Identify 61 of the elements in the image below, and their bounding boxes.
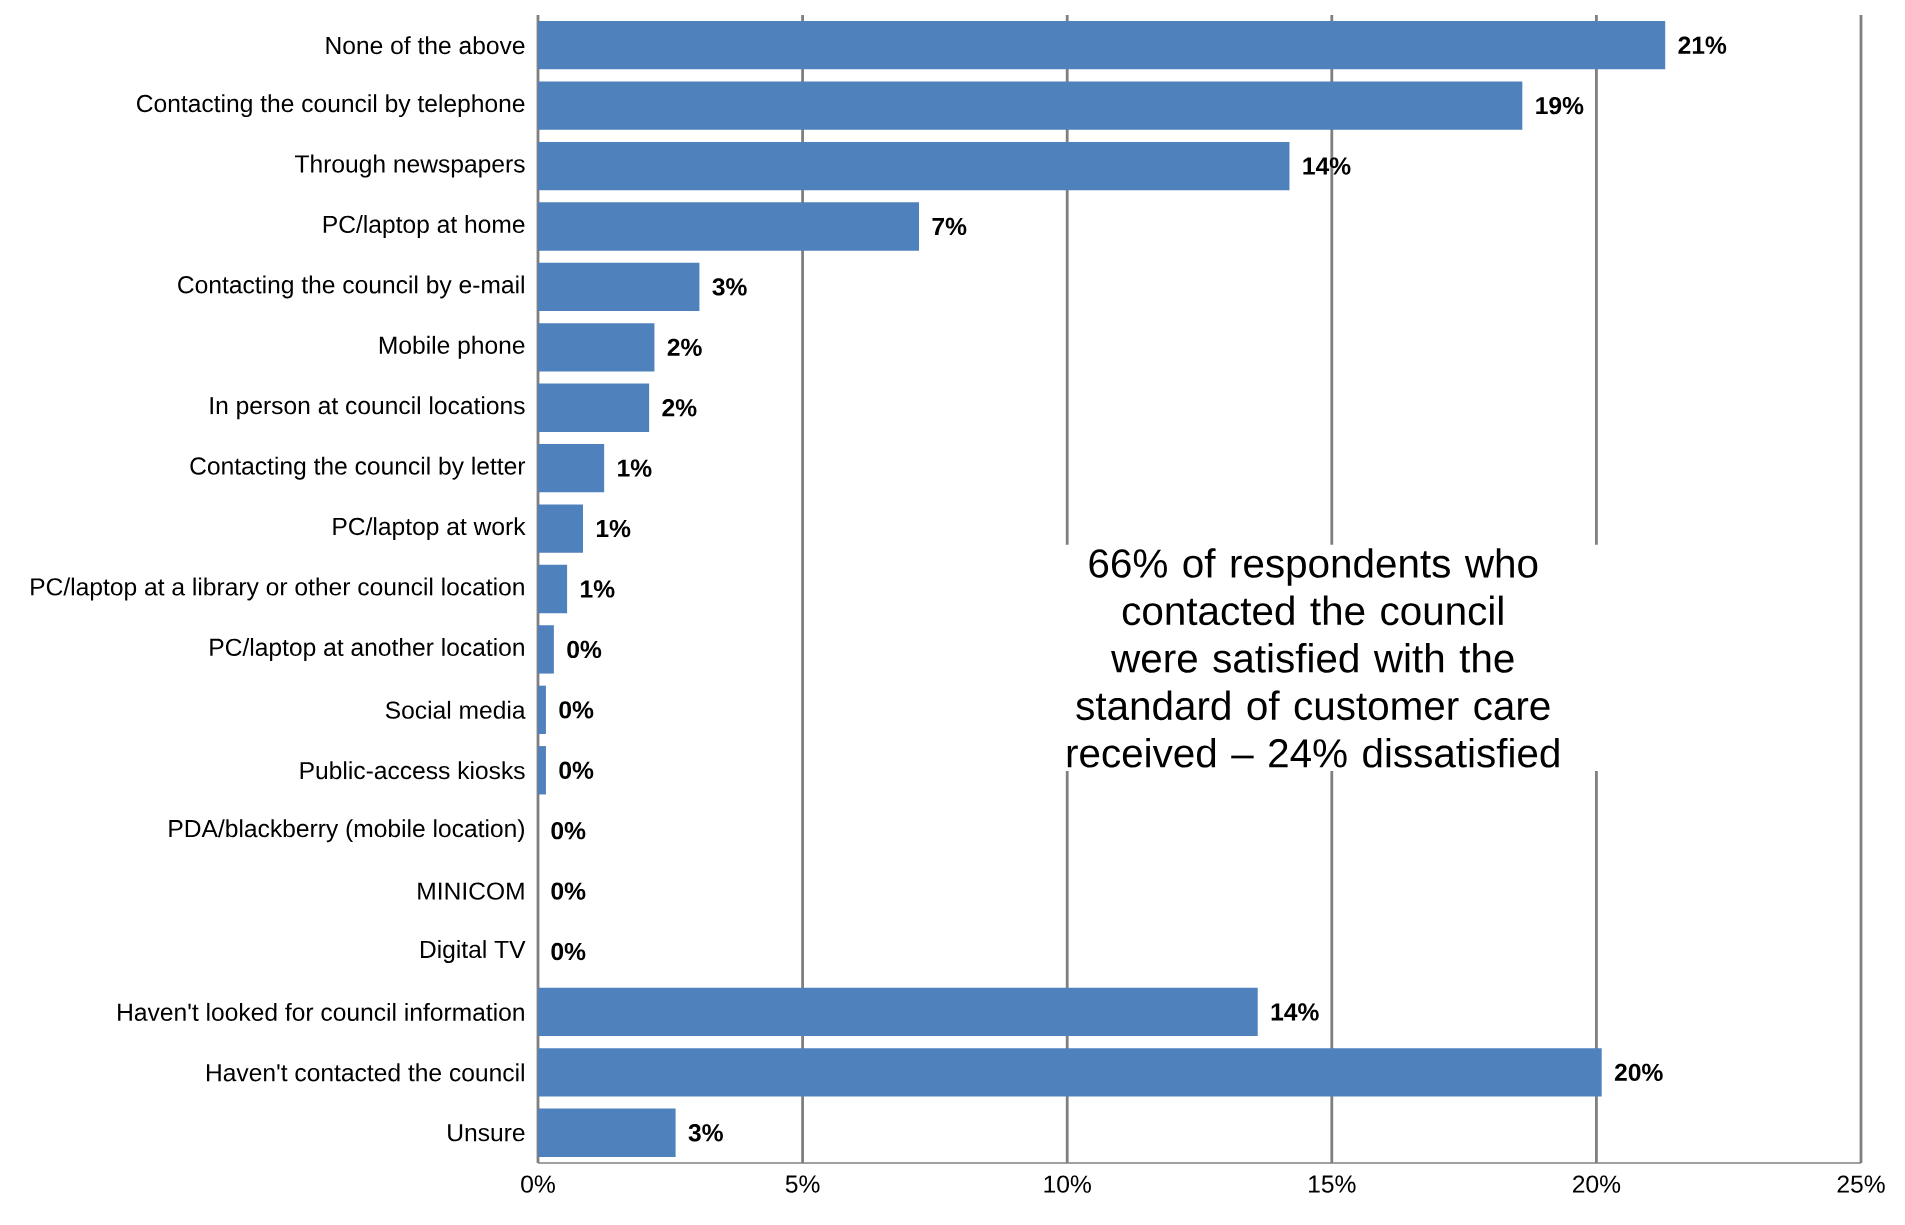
y-tick-label: Haven't looked for council information [118,1002,524,1021]
data-label: 7% [932,217,967,236]
bar [538,746,546,795]
bar [538,504,583,553]
y-tick-label: Through newspapers [295,154,525,178]
y-tick-label: PC/laptop at home [323,215,525,238]
data-label: 0% [551,822,586,840]
data-label: 21% [1678,36,1727,54]
data-label: 0% [551,942,586,961]
y-tick-label: In person at council locations [210,396,525,420]
y-tick-label: Contacting the council by e-mail [178,275,524,299]
y-tick-label: MINICOM [418,882,524,900]
y-tick-label: Haven't contacted the council [207,1063,524,1082]
bar [538,443,605,493]
bar [538,323,655,372]
y-tick-label: Digital TV [420,940,526,964]
y-tick-label: None of the above [326,36,525,55]
y-tick-label: Social media [385,700,526,719]
y-tick-label: PC/laptop at a library or other council location [31,577,524,601]
bar [538,383,650,432]
data-label: 19% [1536,96,1584,115]
y-tick-label: Contacting the council by telephone [137,94,525,118]
bar [538,81,1523,130]
x-tick-label: 15% [1309,1175,1356,1193]
bar [538,987,1258,1037]
data-label: 0% [559,701,594,719]
x-tick-label: 25% [1837,1175,1885,1193]
data-label: 1% [596,519,631,538]
data-label: 0% [559,761,594,779]
data-label: 0% [567,640,602,659]
bar [538,202,920,251]
y-tick-label: PC/laptop at another location [210,637,524,661]
y-tick-label: Contacting the council by letter [190,456,526,480]
y-tick-label: Unsure [448,1124,525,1142]
bar [538,141,1290,191]
data-label: 2% [662,399,697,417]
data-label: 1% [618,459,652,477]
data-label: 2% [667,338,702,356]
bar [538,1048,1602,1097]
x-tick-label: 0% [521,1175,555,1193]
data-label: 1% [581,580,615,598]
bar [538,625,554,674]
annotation: 66% of respondents who contacted the council were satisfied with the standard of customer care received – 24% dissatisfied [1067,548,1559,768]
x-tick-label: 5% [785,1175,820,1193]
bar [538,564,568,614]
data-label: 14% [1271,1003,1319,1021]
y-tick-label: Public-access kiosks [300,761,525,780]
bar [538,262,700,312]
data-label: 3% [688,1124,723,1142]
data-label: 3% [712,278,747,296]
data-label: 14% [1303,157,1351,175]
x-tick-label: 20% [1573,1175,1621,1193]
bar [538,1108,676,1157]
y-tick-label: PDA/blackberry (mobile location) [169,819,524,843]
x-tick-label: 10% [1044,1175,1091,1193]
data-label: 0% [551,882,586,900]
bar [538,21,1666,70]
y-tick-label: Mobile phone [379,335,525,359]
bar [538,685,546,735]
data-label: 20% [1614,1063,1663,1082]
y-tick-label: PC/laptop at work [333,517,526,541]
